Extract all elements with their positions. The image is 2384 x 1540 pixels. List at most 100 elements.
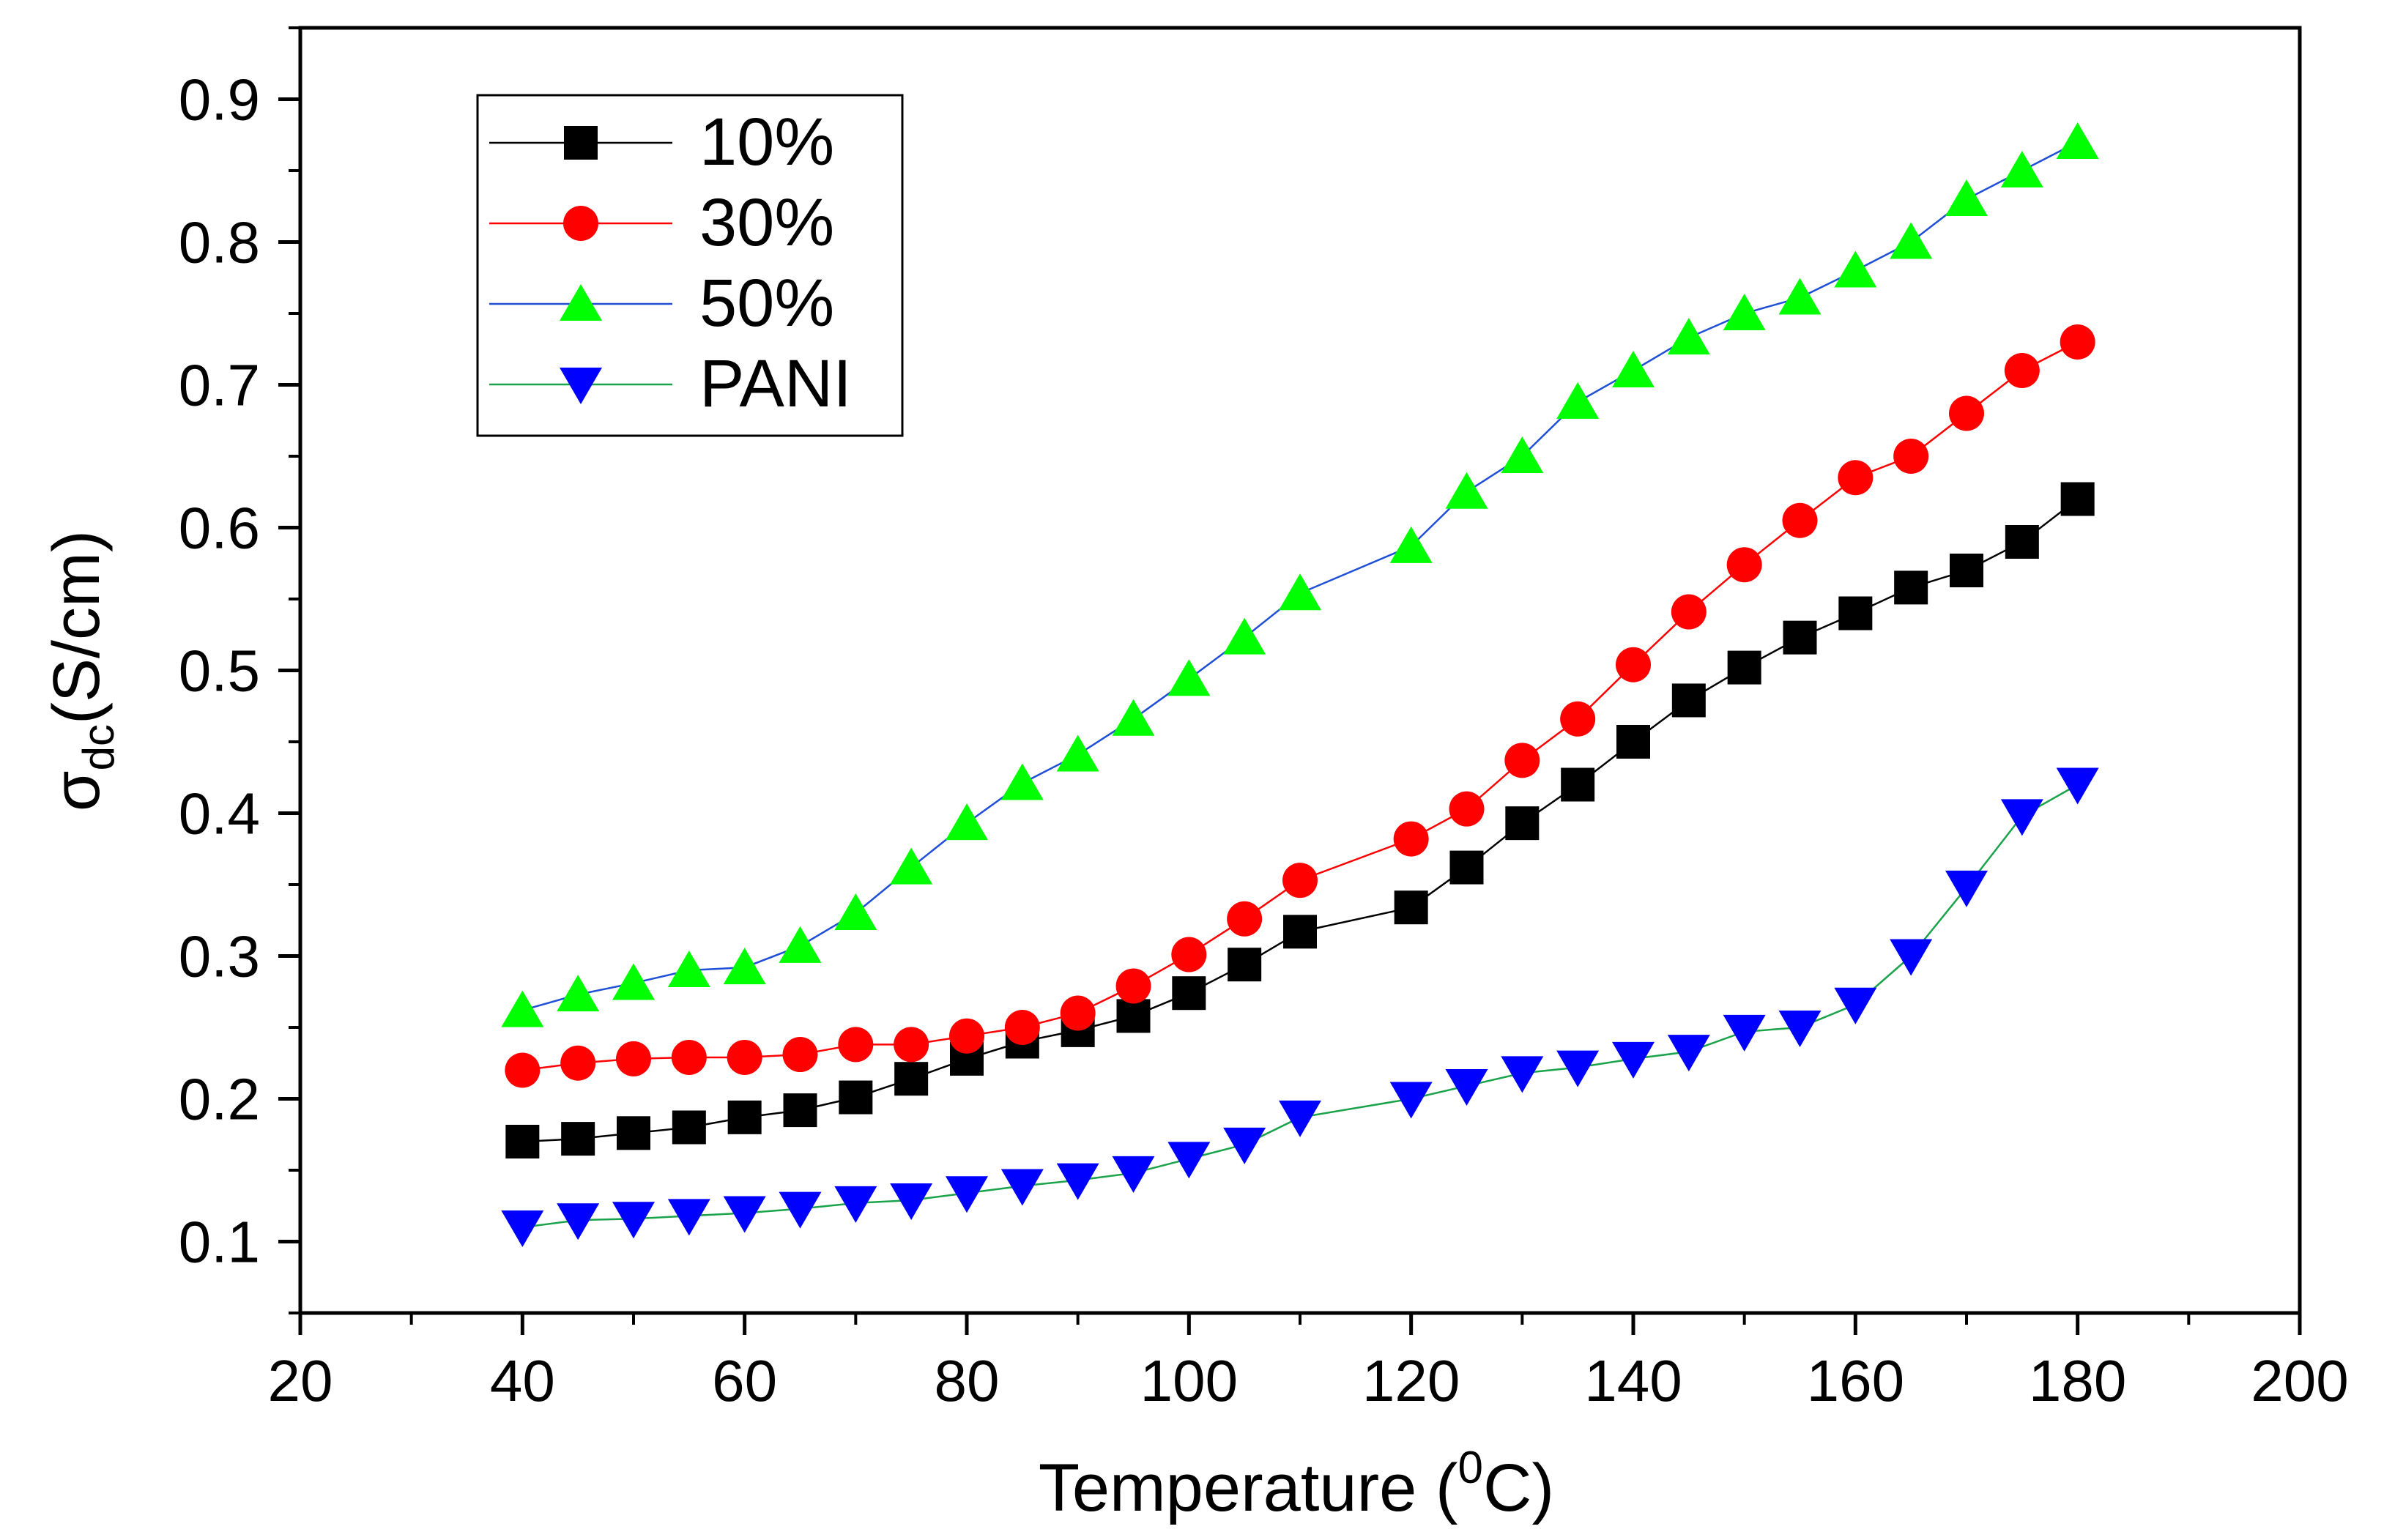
data-point xyxy=(505,1125,540,1158)
data-point xyxy=(894,1062,929,1096)
series-line xyxy=(521,141,2079,1011)
data-point xyxy=(1504,743,1540,778)
x-tick-label: 140 xyxy=(1584,1348,1682,1413)
data-point xyxy=(1004,1010,1040,1045)
y-tick-label: 0.5 xyxy=(179,639,260,704)
data-point xyxy=(1834,250,1877,288)
x-axis-label: Temperature (0C) xyxy=(1039,1443,1554,1525)
data-point xyxy=(1890,222,1933,259)
series-line xyxy=(522,341,2079,1071)
data-point xyxy=(1449,850,1484,885)
data-point xyxy=(1115,968,1151,1004)
data-point xyxy=(557,975,600,1012)
x-tick-label: 200 xyxy=(2251,1348,2348,1413)
data-point xyxy=(1056,734,1099,772)
data-point xyxy=(1227,901,1263,937)
data-point xyxy=(1283,915,1317,949)
data-point xyxy=(2056,122,2099,159)
x-tick-label: 20 xyxy=(268,1348,333,1413)
data-point xyxy=(560,1045,596,1081)
data-point xyxy=(1501,1056,1544,1093)
data-point xyxy=(561,1122,595,1156)
y-tick-label: 0.9 xyxy=(179,67,260,133)
data-point xyxy=(727,1100,762,1134)
data-point xyxy=(1449,791,1485,827)
data-point xyxy=(1723,294,1766,330)
y-tick-label: 0.8 xyxy=(179,210,260,275)
data-point xyxy=(1389,526,1433,563)
x-tick-label: 40 xyxy=(490,1348,555,1413)
data-point xyxy=(2060,324,2095,360)
series-10-percent xyxy=(505,482,2095,1158)
data-point xyxy=(616,1041,651,1076)
data-point xyxy=(1782,502,1818,538)
data-point xyxy=(1726,547,1762,583)
y-tick-label: 0.1 xyxy=(179,1210,260,1275)
data-point xyxy=(1501,436,1544,473)
data-point xyxy=(1167,1142,1211,1179)
legend-label-30: 30% xyxy=(699,185,834,260)
data-point xyxy=(1893,439,1929,474)
series-30-percent xyxy=(505,324,2095,1088)
data-point xyxy=(782,1037,818,1073)
data-point xyxy=(1223,1127,1266,1164)
data-point xyxy=(1834,987,1877,1024)
y-tick-label: 0.2 xyxy=(179,1067,260,1132)
data-point xyxy=(2004,353,2040,388)
data-point xyxy=(946,1176,988,1213)
series-pani xyxy=(501,767,2099,1247)
series-line xyxy=(522,784,2079,1229)
y-tick-label: 0.4 xyxy=(179,781,260,847)
data-point xyxy=(1723,1014,1766,1052)
data-point xyxy=(1228,948,1262,982)
data-point xyxy=(2005,525,2039,559)
y-tick-label: 0.7 xyxy=(179,353,260,418)
legend-label-pani: PANI xyxy=(699,346,852,421)
legend-box xyxy=(476,94,904,437)
data-point xyxy=(727,1039,762,1075)
data-point xyxy=(1445,472,1488,509)
y-axis-label-symbol: σ xyxy=(40,770,114,811)
data-point xyxy=(2056,767,2099,805)
x-axis-label-tail: C) xyxy=(1483,1451,1554,1525)
data-point xyxy=(1616,725,1650,759)
legend-label-10: 10% xyxy=(699,105,834,179)
legend-marker xyxy=(560,284,602,321)
data-point xyxy=(890,847,933,885)
data-point xyxy=(1727,650,1761,685)
data-point xyxy=(1223,617,1266,655)
data-point xyxy=(612,963,655,1000)
data-point xyxy=(1667,1035,1710,1072)
data-point xyxy=(501,990,544,1027)
axis-ticks xyxy=(278,26,2302,1335)
legend-symbols xyxy=(489,126,672,404)
data-point xyxy=(894,1027,929,1063)
data-point xyxy=(1616,647,1651,682)
data-point xyxy=(1894,570,1928,605)
data-point xyxy=(672,1110,706,1145)
data-point xyxy=(1112,699,1155,736)
data-point xyxy=(1556,382,1600,419)
data-series xyxy=(501,122,2099,1247)
data-point xyxy=(1056,1163,1099,1200)
y-tick-labels: 0.1 0.2 0.3 0.4 0.5 0.6 0.7 0.8 0.9 xyxy=(179,67,260,1275)
data-point xyxy=(1612,351,1655,387)
data-point xyxy=(1560,701,1596,737)
y-axis-label-subscript: dc xyxy=(74,724,123,770)
data-point xyxy=(779,1191,822,1229)
data-point xyxy=(671,1039,707,1075)
data-point xyxy=(834,1186,877,1223)
data-point xyxy=(834,893,877,930)
data-point xyxy=(1172,976,1206,1011)
data-point xyxy=(1949,395,1984,431)
data-point xyxy=(1671,683,1706,718)
data-point xyxy=(1945,179,1988,216)
data-point xyxy=(1445,1068,1488,1106)
data-point xyxy=(946,803,988,841)
data-point xyxy=(1279,1100,1321,1137)
data-point xyxy=(1950,554,1983,587)
data-point xyxy=(1556,1050,1600,1087)
legend: 10% 30% 50% PANI xyxy=(476,94,904,437)
